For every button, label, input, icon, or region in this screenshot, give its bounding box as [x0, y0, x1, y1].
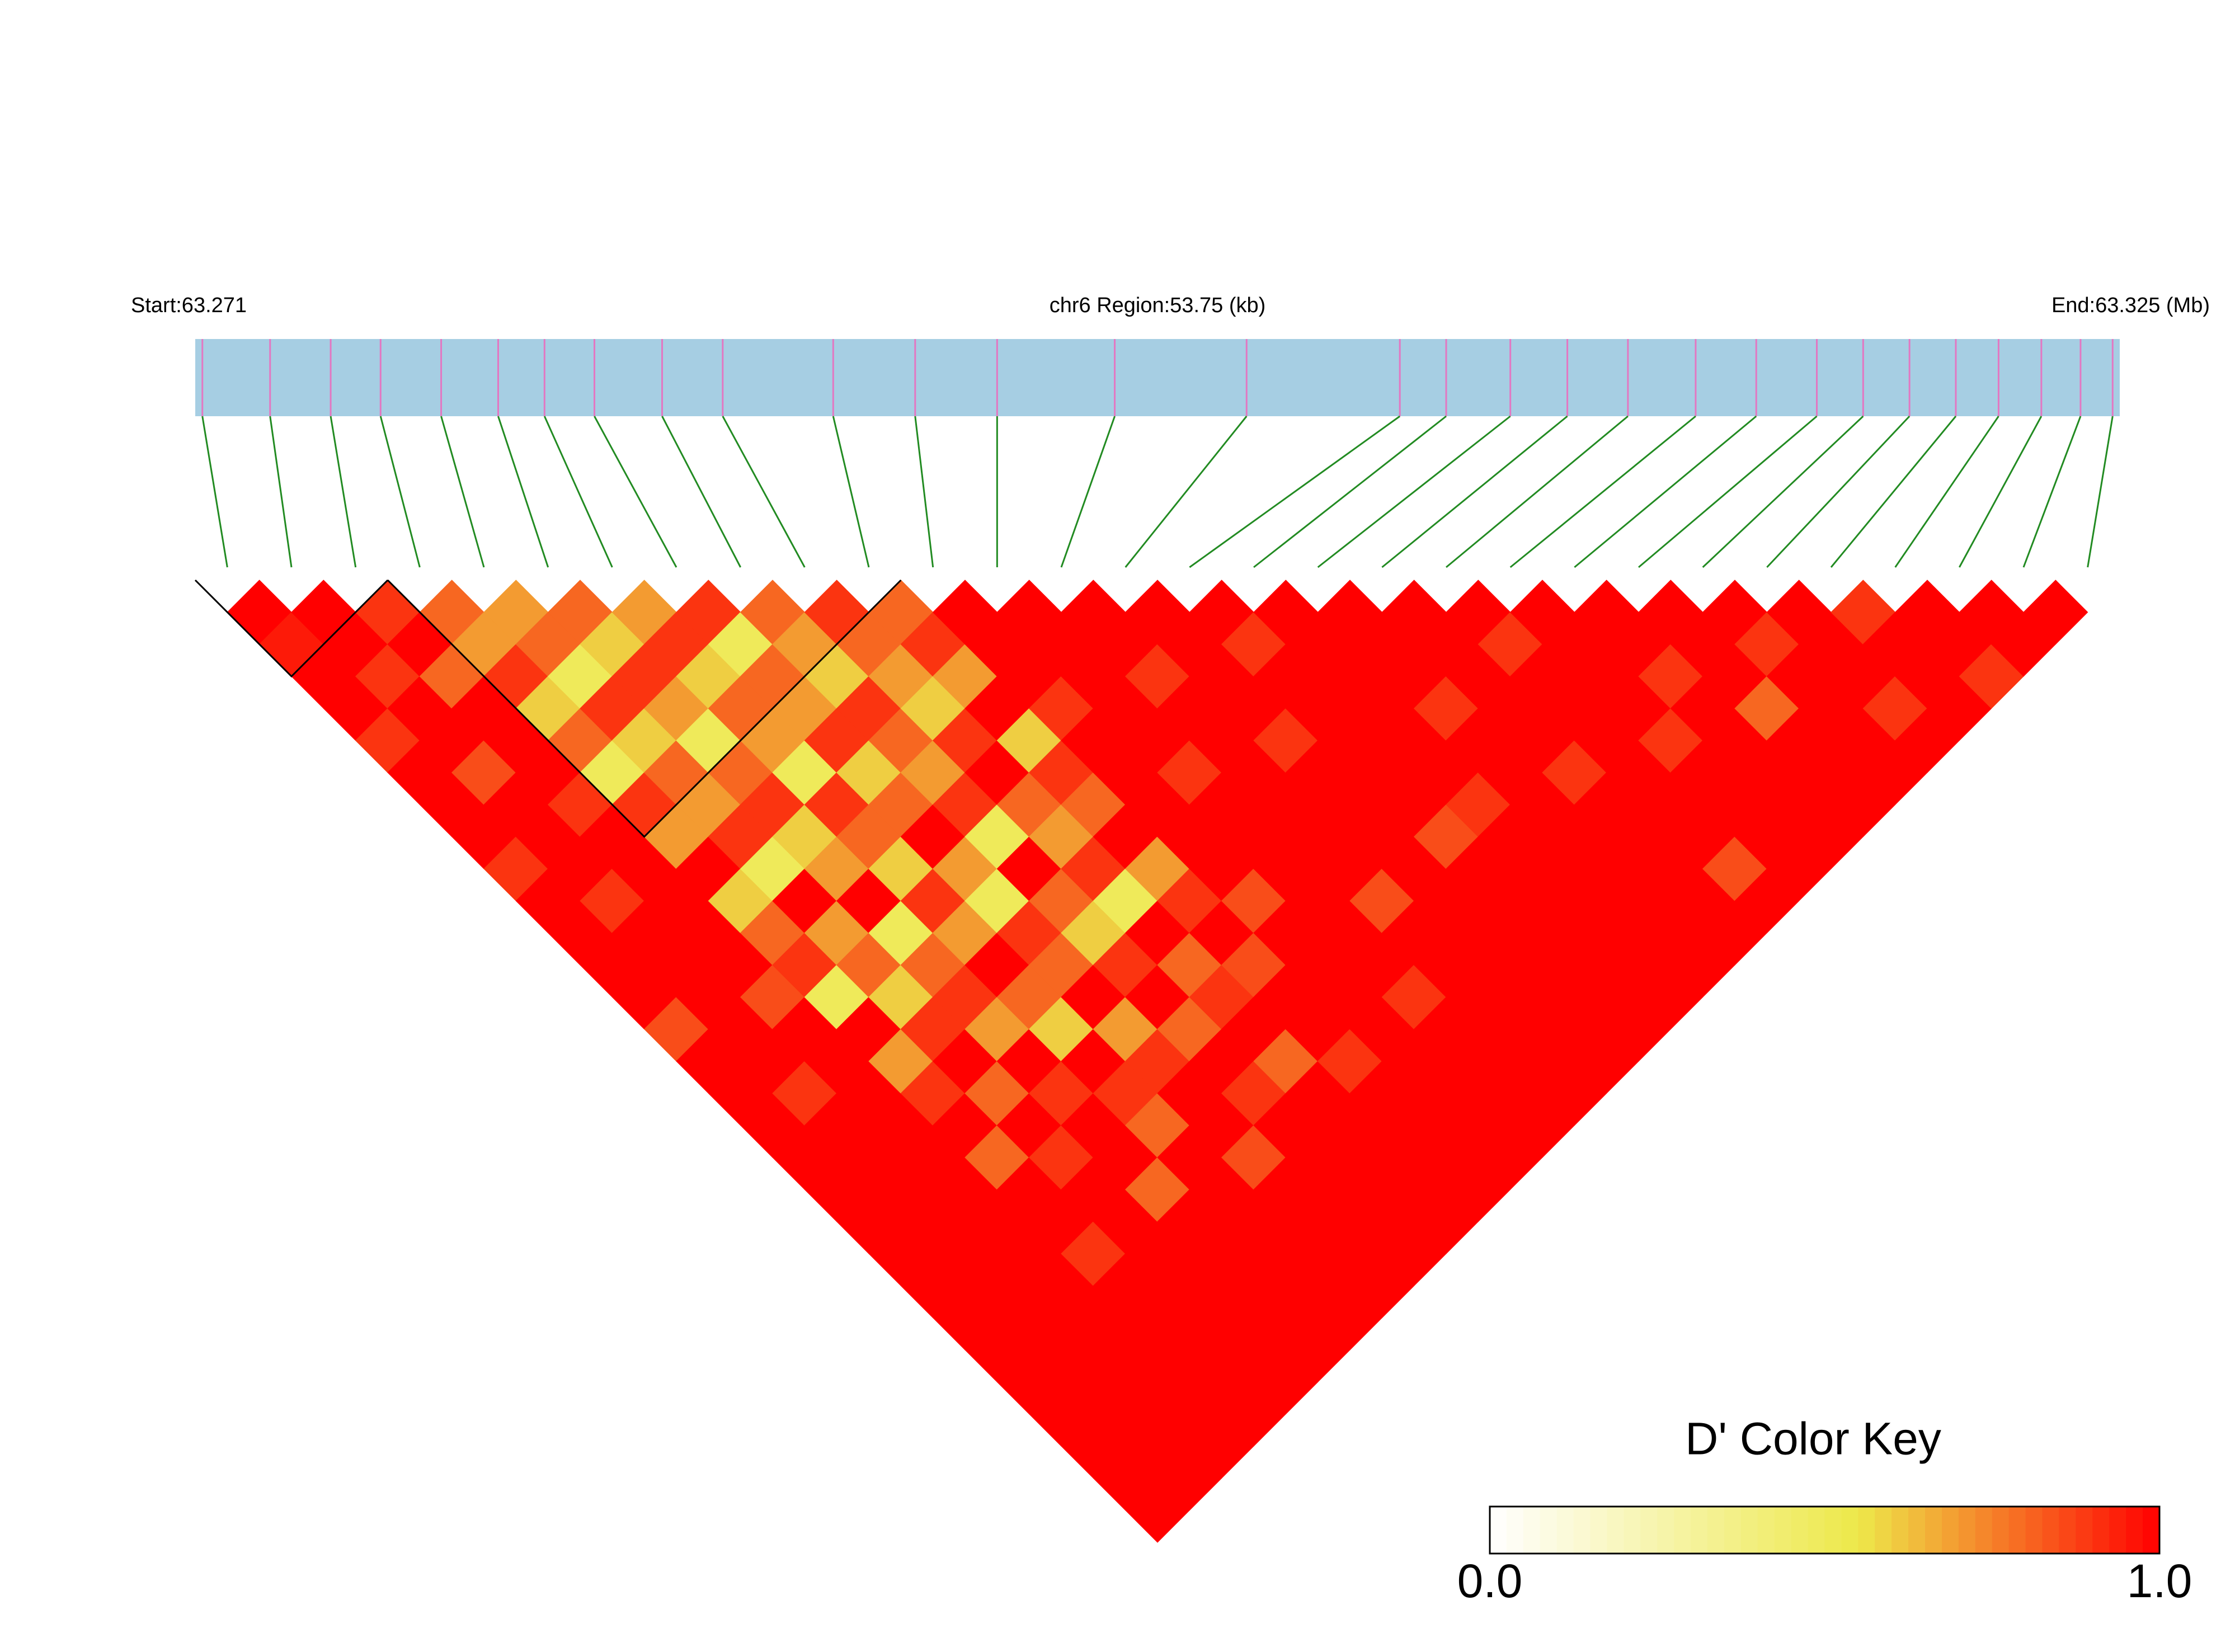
legend-swatch	[2126, 1507, 2144, 1554]
snp-connector	[1317, 415, 1511, 568]
snp-connector	[1124, 416, 1248, 568]
legend-swatch	[1908, 1507, 1926, 1554]
legend-swatch	[2059, 1507, 2077, 1554]
legend-swatch	[1992, 1507, 2010, 1554]
snp-connector	[379, 416, 421, 568]
ld-block	[387, 579, 902, 838]
snp-connector	[832, 416, 870, 568]
ld-block	[194, 579, 389, 678]
snp-connector	[1381, 415, 1568, 568]
legend-swatch	[2092, 1507, 2110, 1554]
snp-connector	[1509, 415, 1696, 568]
legend-swatch	[1791, 1507, 1809, 1554]
snp-connector	[914, 416, 934, 568]
legend-swatch	[1808, 1507, 1825, 1554]
legend-swatch	[1875, 1507, 1893, 1554]
legend-swatch	[1975, 1507, 1993, 1554]
legend-swatch	[1556, 1507, 1574, 1554]
legend-swatch	[1657, 1507, 1675, 1554]
snp-connector	[594, 416, 677, 568]
legend-swatch	[1841, 1507, 1859, 1554]
legend-swatch	[1941, 1507, 1959, 1554]
snp-connector	[1766, 415, 1911, 568]
legend-swatch	[2008, 1507, 2026, 1554]
snp-connector	[1702, 415, 1864, 568]
snp-connector	[1189, 415, 1401, 568]
legend-box	[1489, 1505, 2161, 1555]
snp-connector	[1060, 416, 1116, 568]
snp-connector	[497, 416, 549, 568]
region-label: chr6 Region:53.75 (kb)	[1050, 294, 1266, 317]
legend-swatch	[2143, 1507, 2160, 1554]
start-label: Start:63.271	[131, 294, 247, 317]
legend-swatch	[1691, 1507, 1709, 1554]
legend-swatch	[1724, 1507, 1742, 1554]
legend-tick-label: 1.0	[2127, 1555, 2192, 1607]
legend-swatch	[2109, 1507, 2127, 1554]
legend-swatch	[1523, 1507, 1541, 1554]
legend-swatch	[1824, 1507, 1842, 1554]
legend-swatch	[2042, 1507, 2060, 1554]
snp-connector	[1638, 415, 1818, 568]
snp-connector	[1574, 415, 1757, 568]
region-bar	[195, 339, 2120, 416]
snp-connector	[661, 416, 741, 568]
snp-connector	[1446, 415, 1629, 568]
legend-swatch	[1573, 1507, 1591, 1554]
legend-swatch	[1674, 1507, 1692, 1554]
legend-swatch	[1490, 1507, 1507, 1554]
snp-connector	[1959, 416, 2043, 568]
legend-swatch	[1540, 1507, 1558, 1554]
legend-swatch	[1607, 1507, 1625, 1554]
legend-swatch	[2025, 1507, 2043, 1554]
legend-swatch	[1858, 1507, 1876, 1554]
legend-swatch	[1707, 1507, 1725, 1554]
legend-swatch	[1640, 1507, 1658, 1554]
legend-swatch	[1590, 1507, 1608, 1554]
legend-swatch	[1740, 1507, 1758, 1554]
snp-connector	[201, 416, 228, 568]
snp-connector	[543, 416, 613, 568]
snp-connector	[722, 416, 806, 568]
legend-swatch	[1958, 1507, 1976, 1554]
legend-swatch	[1624, 1507, 1641, 1554]
legend-swatch	[2076, 1507, 2093, 1554]
legend-swatch	[1757, 1507, 1775, 1554]
end-label: End:63.325 (Mb)	[2052, 294, 2210, 317]
snp-connector	[2022, 416, 2082, 568]
snp-connector	[1253, 415, 1447, 568]
snp-connector	[269, 416, 293, 568]
ld-cell	[2023, 580, 2088, 645]
legend-tick-label: 0.0	[1457, 1555, 1523, 1607]
snp-connector	[440, 416, 485, 568]
legend-swatch	[1774, 1507, 1792, 1554]
legend-title: D' Color Key	[1685, 1414, 1941, 1465]
legend-swatch	[1925, 1507, 1942, 1554]
legend-swatch	[1506, 1507, 1524, 1554]
legend-swatch	[1891, 1507, 1909, 1554]
snp-connector	[2087, 416, 2114, 568]
snp-connector	[1830, 416, 1957, 568]
snp-connector	[330, 416, 357, 568]
snp-connector	[1894, 416, 1999, 568]
